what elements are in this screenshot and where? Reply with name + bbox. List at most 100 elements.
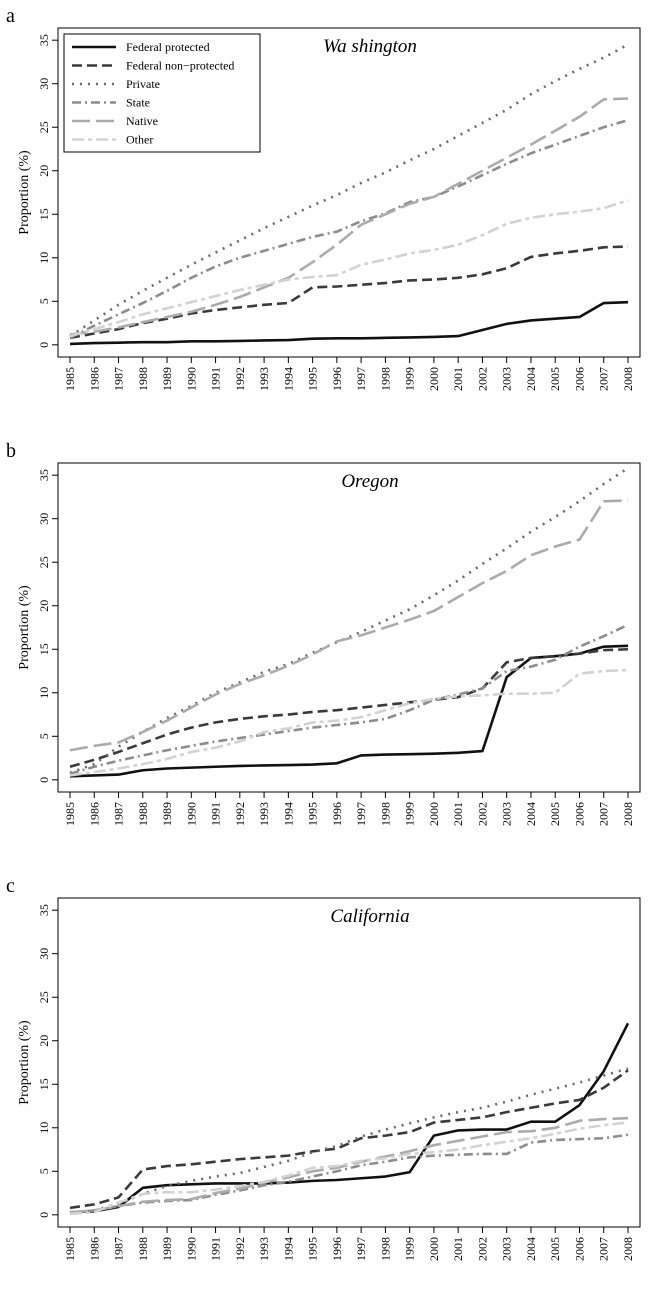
y-tick-label: 20 xyxy=(37,600,51,612)
legend-label: Federal protected xyxy=(126,40,210,54)
x-tick-label: 1995 xyxy=(306,1237,320,1261)
x-tick-label: 1999 xyxy=(403,1237,417,1261)
x-tick-label: 1991 xyxy=(209,802,223,826)
series-line xyxy=(69,199,629,338)
y-axis-label: Proportion (%) xyxy=(17,585,32,670)
y-tick-label: 30 xyxy=(37,513,51,525)
x-tick-label: 2000 xyxy=(427,802,441,826)
x-tick-label: 1996 xyxy=(330,802,344,826)
series-line xyxy=(69,1116,629,1214)
x-tick-label: 2000 xyxy=(427,367,441,391)
x-tick-label: 1989 xyxy=(160,1237,174,1261)
y-tick-label: 35 xyxy=(37,904,51,916)
x-tick-label: 1999 xyxy=(403,367,417,391)
x-tick-label: 1993 xyxy=(257,1237,271,1261)
x-tick-label: 2006 xyxy=(572,1237,586,1261)
series-line xyxy=(69,668,629,777)
x-tick-label: 2006 xyxy=(572,367,586,391)
x-tick-label: 1989 xyxy=(160,802,174,826)
x-tick-label: 1995 xyxy=(306,367,320,391)
series-line xyxy=(69,119,629,340)
x-tick-label: 2004 xyxy=(524,802,538,826)
x-tick-label: 1997 xyxy=(354,802,368,826)
series-line xyxy=(69,647,629,769)
y-tick-label: 25 xyxy=(37,991,51,1003)
x-tick-label: 1986 xyxy=(87,1237,101,1261)
chart-title: Oregon xyxy=(341,471,398,492)
y-tick-label: 5 xyxy=(37,298,51,304)
series-line xyxy=(69,245,629,340)
series-line xyxy=(69,499,629,752)
legend-label: Native xyxy=(126,114,158,128)
plot-frame xyxy=(57,897,641,1228)
legend-label: State xyxy=(126,96,150,110)
legend-box xyxy=(63,33,261,153)
x-tick-label: 1990 xyxy=(184,802,198,826)
x-tick-label: 1994 xyxy=(281,367,295,391)
x-tick-label: 1992 xyxy=(233,802,247,826)
x-tick-label: 2002 xyxy=(475,1237,489,1261)
x-tick-label: 1986 xyxy=(87,367,101,391)
y-tick-label: 25 xyxy=(37,121,51,133)
x-tick-label: 1999 xyxy=(403,802,417,826)
y-tick-label: 20 xyxy=(37,1035,51,1047)
series-line xyxy=(69,97,629,336)
x-tick-label: 1987 xyxy=(112,367,126,391)
x-tick-label: 2005 xyxy=(548,802,562,826)
x-tick-label: 1998 xyxy=(378,802,392,826)
x-tick-label: 2005 xyxy=(548,1237,562,1261)
x-tick-label: 1990 xyxy=(184,367,198,391)
x-tick-label: 1997 xyxy=(354,1237,368,1261)
x-tick-label: 2003 xyxy=(500,367,514,391)
x-tick-label: 1993 xyxy=(257,367,271,391)
legend-label: Federal non−protected xyxy=(126,59,234,73)
chart-title: California xyxy=(330,906,409,927)
y-axis-label: Proportion (%) xyxy=(17,150,32,235)
x-tick-label: 2001 xyxy=(451,1237,465,1261)
x-tick-label: 2008 xyxy=(621,367,635,391)
y-tick-label: 25 xyxy=(37,556,51,568)
panel-label: a xyxy=(6,5,15,27)
x-tick-label: 1994 xyxy=(281,802,295,826)
x-tick-label: 1993 xyxy=(257,802,271,826)
legend-label: Other xyxy=(126,133,153,147)
x-tick-label: 1990 xyxy=(184,1237,198,1261)
x-tick-label: 1988 xyxy=(136,802,150,826)
x-tick-label: 2007 xyxy=(597,367,611,391)
chart-title: Wa shington xyxy=(323,36,417,57)
x-tick-label: 2007 xyxy=(597,802,611,826)
panel-label: c xyxy=(6,875,15,897)
x-tick-label: 2004 xyxy=(524,1237,538,1261)
x-tick-label: 1988 xyxy=(136,367,150,391)
x-tick-label: 1986 xyxy=(87,802,101,826)
panel-label: b xyxy=(6,440,16,462)
x-tick-label: 2000 xyxy=(427,1237,441,1261)
x-tick-label: 1998 xyxy=(378,367,392,391)
y-tick-label: 20 xyxy=(37,165,51,177)
y-tick-label: 10 xyxy=(37,252,51,264)
y-tick-label: 5 xyxy=(37,1168,51,1174)
x-tick-label: 1985 xyxy=(63,802,77,826)
x-tick-label: 1994 xyxy=(281,1237,295,1261)
series-line xyxy=(69,623,629,775)
x-tick-label: 1992 xyxy=(233,367,247,391)
x-tick-label: 1988 xyxy=(136,1237,150,1261)
x-tick-label: 2008 xyxy=(621,802,635,826)
y-tick-label: 0 xyxy=(37,777,51,783)
x-tick-label: 1987 xyxy=(112,1237,126,1261)
y-tick-label: 5 xyxy=(37,733,51,739)
y-tick-label: 15 xyxy=(37,1078,51,1090)
x-tick-label: 1995 xyxy=(306,802,320,826)
x-tick-label: 1996 xyxy=(330,1237,344,1261)
x-tick-label: 1987 xyxy=(112,802,126,826)
y-axis-label: Proportion (%) xyxy=(17,1020,32,1105)
y-tick-label: 10 xyxy=(37,1122,51,1134)
x-tick-label: 2003 xyxy=(500,1237,514,1261)
y-tick-label: 10 xyxy=(37,687,51,699)
x-tick-label: 2002 xyxy=(475,367,489,391)
legend-label: Private xyxy=(126,77,160,91)
x-tick-label: 1985 xyxy=(63,1237,77,1261)
series-line xyxy=(69,1022,630,1214)
y-tick-label: 0 xyxy=(37,1212,51,1218)
